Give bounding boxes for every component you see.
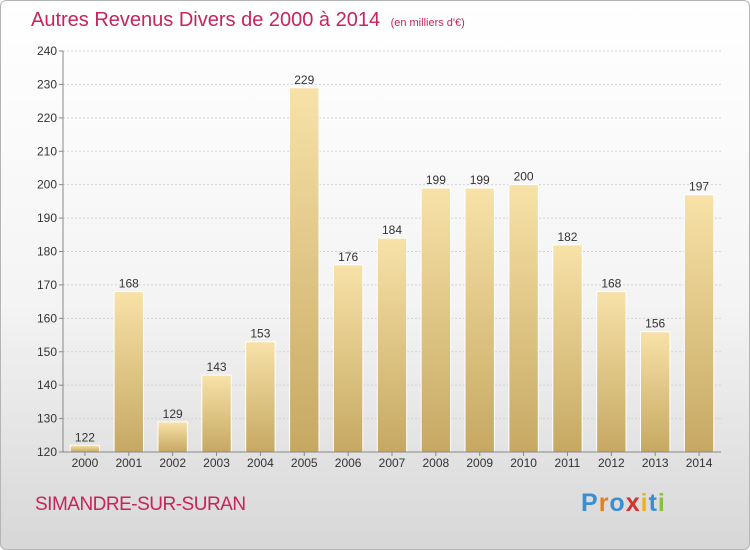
x-tick-label: 2004 xyxy=(247,456,274,470)
data-label: 200 xyxy=(514,170,534,184)
x-tick-label: 2013 xyxy=(642,456,669,470)
x-tick-label: 2001 xyxy=(115,456,142,470)
bar xyxy=(376,237,408,453)
x-tick-label: 2012 xyxy=(598,456,625,470)
x-tick-label: 2011 xyxy=(555,456,581,470)
data-label: 197 xyxy=(689,180,709,194)
bar xyxy=(245,341,276,453)
bar xyxy=(508,184,539,453)
x-tick-label: 2007 xyxy=(379,456,406,470)
logo-letter: i xyxy=(640,489,649,517)
y-tick-label: 200 xyxy=(37,178,57,192)
bar xyxy=(289,87,320,453)
y-tick-label: 210 xyxy=(37,144,57,158)
x-tick-label: 2009 xyxy=(466,456,493,470)
data-label: 199 xyxy=(426,173,446,187)
data-label: 199 xyxy=(470,173,490,187)
logo-letter: P xyxy=(581,489,599,517)
bar xyxy=(640,331,671,453)
y-tick-label: 240 xyxy=(37,44,57,58)
y-tick-label: 130 xyxy=(37,412,57,426)
bar xyxy=(552,244,583,453)
data-label: 168 xyxy=(119,277,139,291)
bars xyxy=(69,87,715,453)
y-tick-label: 170 xyxy=(37,278,57,292)
bar xyxy=(420,187,452,453)
y-tick-label: 220 xyxy=(37,111,57,125)
logo-letter: x xyxy=(625,489,641,517)
logo-letter: r xyxy=(598,489,610,517)
x-tick-label: 2008 xyxy=(423,456,450,470)
x-tick-label: 2000 xyxy=(72,456,99,470)
x-tick-label: 2005 xyxy=(291,456,318,470)
bar xyxy=(596,291,627,453)
y-tick-label: 140 xyxy=(37,378,57,392)
bar xyxy=(332,264,364,453)
bar-chart: 120 130 140 150 160 170 180 190 200 210 220 230 240 2… xyxy=(37,44,721,470)
axes: 120 130 140 150 160 170 180 190 200 210 220 230 240 2… xyxy=(37,44,721,470)
y-tick-label: 160 xyxy=(37,311,57,325)
data-labels: 122 168 129 143 153 229 176 184 199 199 200 182 168 1… xyxy=(75,73,709,445)
x-tick-label: 2003 xyxy=(203,456,230,470)
logo-letter: i xyxy=(657,489,666,517)
location-name: SIMANDRE-SUR-SURAN xyxy=(35,494,246,515)
data-label: 143 xyxy=(207,360,227,374)
bar xyxy=(464,187,495,453)
title-row: Autres Revenus Divers de 2000 à 2014 (en… xyxy=(31,9,465,32)
y-tick-label: 180 xyxy=(37,245,57,259)
data-label: 153 xyxy=(250,327,270,341)
data-label: 182 xyxy=(557,230,577,244)
y-tick-label: 190 xyxy=(37,211,57,225)
y-tick-label: 120 xyxy=(37,445,57,459)
data-label: 176 xyxy=(338,250,358,264)
x-tick-label: 2002 xyxy=(159,456,186,470)
x-tick-label: 2010 xyxy=(510,456,537,470)
chart-title: Autres Revenus Divers de 2000 à 2014 xyxy=(31,9,381,31)
y-tick-label: 150 xyxy=(37,345,57,359)
bar xyxy=(113,291,144,453)
proxiti-logo: Proxiti xyxy=(581,489,666,518)
data-label: 168 xyxy=(601,277,621,291)
x-tick-label: 2014 xyxy=(686,456,713,470)
logo-letter: t xyxy=(648,489,658,517)
bar xyxy=(157,421,188,453)
bar xyxy=(683,194,715,453)
y-tick-label: 230 xyxy=(37,77,57,91)
data-label: 156 xyxy=(645,317,665,331)
logo-letter: o xyxy=(609,489,626,517)
data-label: 184 xyxy=(382,223,402,237)
x-tick-label: 2006 xyxy=(335,456,362,470)
bar xyxy=(201,374,232,453)
data-label: 122 xyxy=(75,430,95,444)
data-label: 229 xyxy=(294,73,314,87)
data-label: 129 xyxy=(163,407,183,421)
unit-note: (en milliers d'€) xyxy=(390,17,465,29)
bar xyxy=(69,444,101,453)
